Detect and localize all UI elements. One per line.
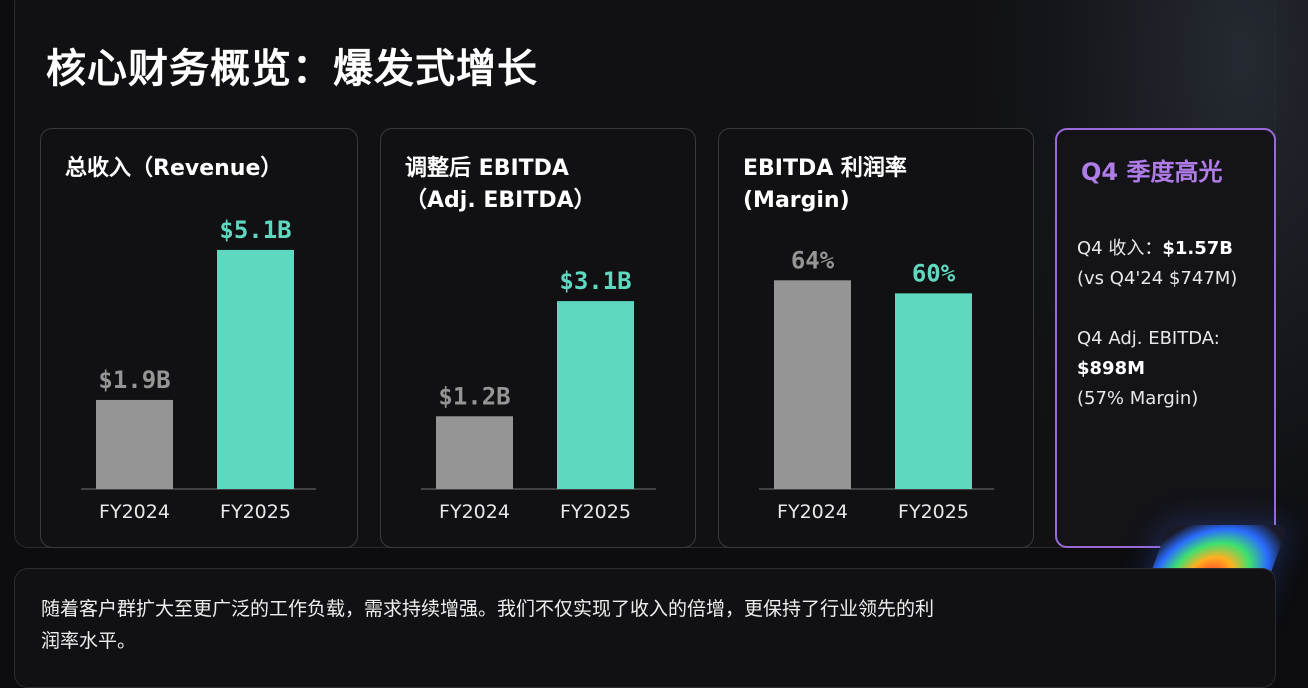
q4-ebitda-margin: (57% Margin) [1077, 388, 1199, 409]
bar-FY2025 [217, 249, 294, 489]
q4-revenue-compare: (vs Q4'24 $747M) [1077, 268, 1238, 289]
bar-FY2024 [436, 416, 513, 489]
revenue-panel: 总收入（Revenue） $1.9B FY2024 $5.1B FY2025 [40, 128, 358, 548]
q4-ebitda-value: $898M [1077, 358, 1146, 379]
x-tick-label: FY2025 [560, 501, 631, 523]
ebitda-panel: 调整后 EBITDA （Adj. EBITDA） $1.2B FY2024 $3.1B F… [380, 128, 696, 548]
chart-title-line: (Margin) [743, 188, 850, 213]
chart-title: EBITDA 利润率 (Margin) [743, 153, 907, 217]
q4-revenue-label: Q4 收入： [1077, 238, 1163, 259]
x-tick-label: FY2024 [439, 501, 510, 523]
bar-chart: $1.2B FY2024 $3.1B FY2025 [421, 267, 656, 523]
chart-title: 总收入（Revenue） [65, 153, 282, 185]
chart-title-line: （Adj. EBITDA） [405, 188, 596, 213]
q4-ebitda-label: Q4 Adj. EBITDA: [1077, 328, 1220, 349]
data-label: $5.1B [219, 216, 291, 244]
summary-text: 随着客户群扩大至更广泛的工作负载，需求持续增强。我们不仅实现了收入的倍增，更保持… [41, 598, 935, 652]
chart-title: 调整后 EBITDA （Adj. EBITDA） [405, 153, 596, 217]
summary-note: 随着客户群扩大至更广泛的工作负载，需求持续增强。我们不仅实现了收入的倍增，更保持… [14, 568, 1276, 688]
data-label: $1.2B [438, 382, 510, 410]
chart-title-line: 调整后 EBITDA [405, 156, 569, 181]
page-title: 核心财务概览：爆发式增长 [46, 46, 538, 92]
bar-chart: $1.9B FY2024 $5.1B FY2025 [81, 216, 316, 523]
bar-FY2025 [557, 301, 634, 489]
chart-title-line: EBITDA 利润率 [743, 156, 907, 181]
q4-revenue-value: $1.57B [1162, 238, 1233, 259]
data-label: 60% [912, 259, 956, 287]
data-label: $1.9B [98, 366, 170, 394]
bar-chart: 64% FY2024 60% FY2025 [759, 246, 994, 523]
margin-panel: EBITDA 利润率 (Margin) 64% FY2024 60% FY2025 [718, 128, 1034, 548]
q4-highlight-panel: Q4 季度高光 Q4 收入：$1.57B (vs Q4'24 $747M) Q4… [1055, 128, 1276, 548]
x-tick-label: FY2025 [220, 501, 291, 523]
highlight-title: Q4 季度高光 [1081, 158, 1223, 186]
bar-FY2024 [774, 280, 851, 489]
bar-FY2025 [895, 293, 972, 489]
x-tick-label: FY2024 [777, 501, 848, 523]
bar-FY2024 [96, 399, 173, 489]
data-label: 64% [791, 246, 835, 274]
x-tick-label: FY2025 [898, 501, 969, 523]
x-tick-label: FY2024 [99, 501, 170, 523]
chart-title-line: 总收入（Revenue） [65, 156, 283, 181]
data-label: $3.1B [559, 267, 631, 295]
